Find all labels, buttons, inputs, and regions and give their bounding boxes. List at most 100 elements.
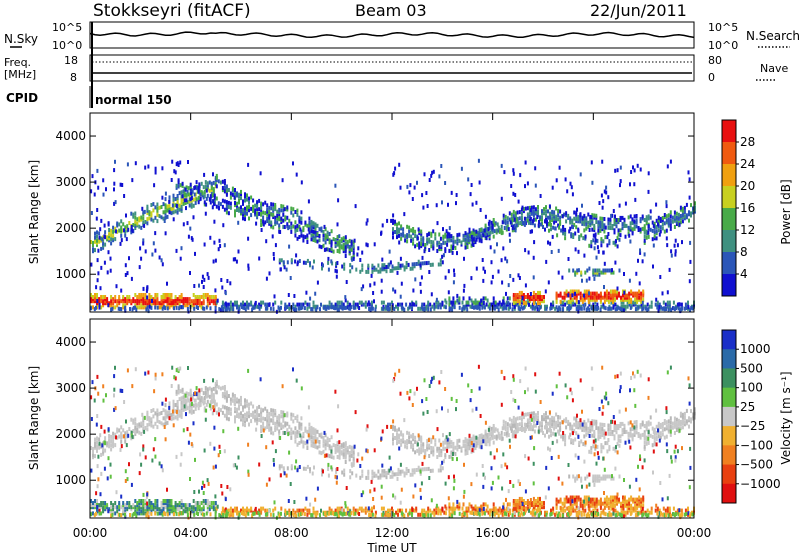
power-cell	[681, 219, 684, 224]
power-cell	[546, 304, 548, 309]
power-cell	[565, 289, 568, 294]
velocity-cell	[310, 428, 313, 432]
velocity-cell	[524, 412, 527, 417]
power-cell	[673, 210, 676, 215]
velocity-cell	[550, 508, 552, 513]
power-cell	[635, 224, 638, 229]
velocity-cell	[541, 423, 543, 428]
velocity-cell	[426, 447, 429, 452]
power-cell	[334, 183, 337, 188]
power-cell	[615, 218, 618, 222]
velocity-cell	[106, 441, 109, 446]
power-cell	[569, 293, 572, 298]
date-label: 22/Jun/2011	[590, 1, 687, 20]
velocity-cell	[225, 406, 228, 411]
power-cell	[152, 208, 155, 213]
power-cell	[492, 300, 495, 305]
power-cell	[396, 226, 398, 231]
power-cell	[613, 217, 616, 222]
power-cell	[581, 293, 584, 298]
velocity-cell	[368, 508, 371, 513]
power-cell	[419, 263, 422, 268]
velocity-cell	[156, 416, 159, 421]
velocity-cell	[581, 427, 584, 432]
velocity-cell	[186, 503, 189, 508]
power-cell	[687, 305, 690, 310]
velocity-cell	[412, 443, 415, 448]
power-cell	[563, 291, 566, 296]
power-cell	[142, 216, 145, 221]
power-cell	[174, 203, 177, 208]
power-cell	[481, 305, 484, 310]
power-cell	[182, 299, 185, 304]
velocity-cell	[146, 416, 149, 421]
velocity-cell	[194, 406, 197, 411]
power-cell	[589, 295, 592, 300]
power-cell	[304, 300, 307, 305]
power-cell	[425, 306, 428, 311]
power-cell	[268, 219, 271, 224]
power-cell	[405, 302, 408, 307]
velocity-cell	[458, 438, 461, 443]
power-cell	[290, 210, 293, 215]
power-cell	[184, 303, 187, 308]
power-cell	[642, 306, 645, 311]
velocity-cell	[364, 510, 367, 515]
power-cell	[391, 300, 393, 305]
velocity-cell	[288, 512, 291, 517]
velocity-cell	[221, 404, 224, 409]
velocity-cell	[246, 510, 248, 515]
velocity-cell	[398, 433, 400, 438]
power-cell	[563, 295, 566, 300]
power-cell	[501, 280, 504, 285]
velocity-cell	[146, 423, 149, 428]
velocity-cell	[142, 416, 145, 421]
velocity-cell	[407, 468, 410, 473]
power-cell	[639, 217, 642, 222]
power-cell	[425, 261, 428, 266]
power-cell	[594, 305, 597, 309]
power-cell	[541, 209, 543, 214]
velocity-cell	[292, 419, 295, 424]
power-cell	[657, 222, 659, 227]
nave-tick-bottom: 0	[708, 71, 715, 84]
power-cell	[458, 232, 461, 237]
power-cell	[162, 299, 165, 304]
velocity-cell	[621, 428, 624, 433]
velocity-cell	[544, 512, 546, 517]
power-cell	[344, 249, 347, 254]
power-cell	[681, 306, 684, 311]
power-cell	[229, 195, 232, 200]
velocity-cell	[322, 449, 325, 454]
velocity-cell	[310, 425, 313, 430]
power-cell	[452, 280, 455, 285]
velocity-cell	[304, 428, 307, 433]
power-cell	[619, 215, 622, 220]
power-cell	[506, 296, 509, 301]
velocity-cell	[314, 436, 317, 441]
velocity-cell	[172, 509, 175, 514]
velocity-cell	[547, 421, 549, 426]
velocity-cell	[272, 508, 275, 513]
power-cell	[549, 220, 551, 224]
power-cell	[424, 243, 427, 247]
velocity-cell	[197, 391, 200, 396]
power-cell	[591, 291, 594, 296]
power-cell	[236, 305, 238, 310]
power-cell	[411, 262, 414, 267]
power-cell	[401, 263, 404, 268]
velocity-cell	[484, 429, 487, 434]
power-cell	[274, 222, 277, 226]
beam-label: Beam 03	[355, 1, 427, 20]
power-cell	[225, 206, 228, 211]
power-cell	[100, 246, 103, 251]
velocity-cell	[225, 394, 228, 399]
power-cell	[440, 164, 443, 168]
power-cell	[375, 267, 378, 272]
power-cell	[539, 215, 541, 220]
velocity-cell	[248, 410, 250, 415]
velocity-cell	[506, 422, 509, 427]
power-cell	[475, 233, 478, 238]
velocity-cell	[266, 508, 269, 513]
power-cell	[521, 220, 524, 225]
